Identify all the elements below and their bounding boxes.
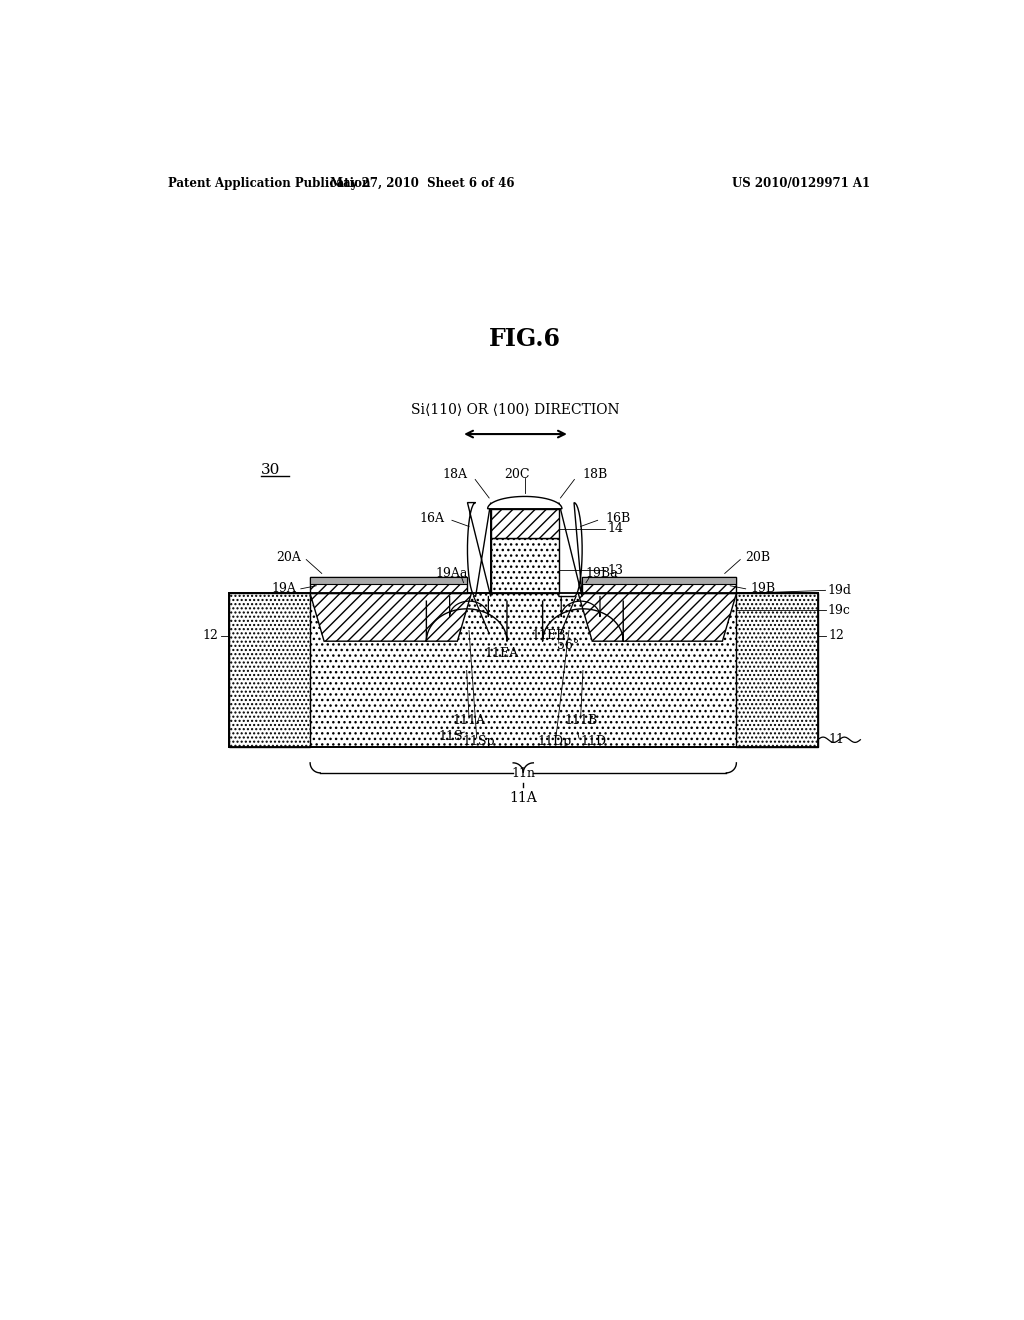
Text: 19A: 19A (271, 582, 296, 595)
Text: 19d: 19d (827, 583, 851, 597)
Text: May 27, 2010  Sheet 6 of 46: May 27, 2010 Sheet 6 of 46 (331, 177, 515, 190)
Text: Patent Application Publication: Patent Application Publication (168, 177, 371, 190)
Text: 11EA: 11EA (484, 647, 518, 660)
Text: 11EB: 11EB (531, 630, 565, 643)
Text: 11n: 11n (511, 767, 536, 780)
Polygon shape (310, 594, 471, 642)
Polygon shape (583, 577, 736, 585)
Polygon shape (310, 577, 467, 594)
Text: FIG.6: FIG.6 (488, 327, 561, 351)
Text: 14: 14 (607, 523, 623, 536)
Text: 12: 12 (828, 630, 845, 643)
Polygon shape (490, 508, 559, 539)
Text: SiGe: SiGe (412, 606, 444, 619)
Text: 11S: 11S (439, 730, 464, 743)
Text: 13: 13 (607, 564, 623, 577)
Polygon shape (583, 577, 736, 594)
Polygon shape (579, 594, 736, 642)
Text: 18B: 18B (583, 469, 607, 482)
Text: 11: 11 (828, 733, 845, 746)
Text: 19c: 19c (827, 603, 850, 616)
Text: 16A: 16A (419, 512, 444, 525)
Text: SiGe: SiGe (605, 606, 638, 619)
Text: 111A: 111A (453, 714, 485, 727)
Text: 30: 30 (261, 463, 281, 478)
Polygon shape (736, 594, 818, 747)
Text: 111B: 111B (564, 714, 597, 727)
Text: US 2010/0129971 A1: US 2010/0129971 A1 (732, 177, 870, 190)
Polygon shape (310, 577, 467, 585)
Text: 11A: 11A (509, 791, 538, 805)
Text: 19B: 19B (751, 582, 775, 595)
Text: 19Ba: 19Ba (585, 566, 617, 579)
Text: 16B: 16B (605, 512, 631, 525)
Polygon shape (559, 503, 583, 597)
Polygon shape (228, 594, 818, 747)
Text: 20A: 20A (275, 550, 301, 564)
Text: 20B: 20B (745, 550, 771, 564)
Polygon shape (467, 503, 490, 597)
Text: 12: 12 (202, 630, 218, 643)
Text: 11Sp: 11Sp (462, 735, 495, 748)
Polygon shape (228, 594, 310, 747)
Text: 20C: 20C (504, 469, 529, 482)
Text: 11D: 11D (581, 735, 607, 748)
Polygon shape (487, 496, 562, 508)
Text: Si⟨110⟩ OR ⟨100⟩ DIRECTION: Si⟨110⟩ OR ⟨100⟩ DIRECTION (412, 403, 620, 417)
Text: 56°: 56° (557, 639, 580, 652)
Text: 19Aa: 19Aa (436, 566, 468, 579)
Text: 11Dp: 11Dp (538, 735, 571, 748)
Polygon shape (490, 539, 559, 594)
Text: 18A: 18A (442, 469, 467, 482)
